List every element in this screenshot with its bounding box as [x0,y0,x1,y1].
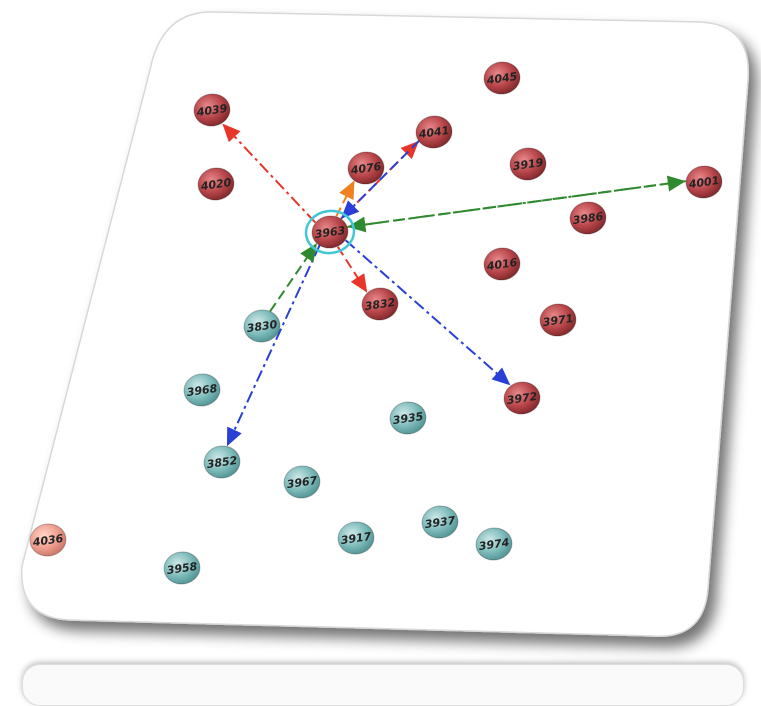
node-3963[interactable]: 3963 [303,208,356,256]
node-shape [311,215,349,249]
node-shape [569,201,607,235]
node-label: 4041 [417,124,450,141]
selection-ring [304,209,356,255]
node-4045[interactable]: 4045 [482,60,522,97]
node-shape [483,61,521,95]
network-graph-view: 4039 4045 4041 4020 4076 3919 4001 3986 3963 4016… [21,11,749,706]
node-shape [193,93,231,127]
node-label: 3968 [186,382,218,399]
node-shape [421,505,459,539]
edge-4041-to-3963[interactable] [340,140,420,219]
node-3919[interactable]: 3919 [508,146,548,183]
node-3974[interactable]: 3974 [474,526,514,563]
node-label: 3986 [572,210,604,227]
node-shape [509,147,547,181]
node-shape [197,167,235,201]
node-shape [503,381,541,415]
node-label: 3852 [206,454,238,471]
graph-canvas: 4039 4045 4041 4020 4076 3919 4001 3986 3963 4016… [21,11,749,637]
node-label: 3967 [286,474,318,491]
node-label: 3832 [364,296,396,313]
node-shape [685,165,723,199]
node-label: 3917 [340,530,372,547]
node-4039[interactable]: 4039 [192,92,232,129]
node-shape [203,445,241,479]
node-3935[interactable]: 3935 [388,400,428,437]
node-4020[interactable]: 4020 [196,166,236,203]
node-3986[interactable]: 3986 [568,200,608,237]
node-shape [415,115,453,149]
node-4041[interactable]: 4041 [414,114,454,151]
node-shape [183,373,221,407]
node-shape [283,465,321,499]
node-shape [163,551,201,585]
node-label: 3919 [512,156,544,173]
node-label: 4016 [485,256,518,273]
node-label: 3937 [424,514,456,531]
node-4016[interactable]: 4016 [482,246,522,283]
edge-3963-to-4076[interactable] [335,180,355,218]
nodes-layer: 4039 4045 4041 4020 4076 3919 4001 3986 3963 4016… [28,60,724,587]
node-shape [483,247,521,281]
node-label: 3935 [392,410,424,427]
graph-card-background [21,11,749,637]
node-3937[interactable]: 3937 [420,504,460,541]
edge-3963-to-3852[interactable] [226,244,321,447]
node-shape [539,303,577,337]
node-shape [389,401,427,435]
node-label: 3971 [542,312,574,329]
node-3917[interactable]: 3917 [336,520,376,557]
node-label: 3830 [246,318,278,335]
node-shape [361,287,399,321]
node-label: 4020 [199,176,232,193]
node-label: 4045 [485,70,518,87]
node-label: 4076 [349,160,382,177]
node-shape [475,527,513,561]
edges-layer [222,123,686,447]
node-label: 3958 [166,560,198,577]
node-label: 4036 [31,532,64,549]
node-4036[interactable]: 4036 [28,522,68,559]
node-label: 4001 [687,174,720,191]
edge-4001-to-3963[interactable] [347,180,686,233]
edge-3963-to-3972[interactable] [344,239,511,386]
node-4001[interactable]: 4001 [684,164,724,201]
node-label: 3963 [314,224,346,241]
node-label: 3972 [506,390,538,407]
node-3967[interactable]: 3967 [282,464,322,501]
node-3832[interactable]: 3832 [360,286,400,323]
node-shape [347,151,385,185]
edge-3963-to-3832[interactable] [336,246,368,293]
node-3852[interactable]: 3852 [202,444,242,481]
node-3958[interactable]: 3958 [162,550,202,587]
node-shape [29,523,67,557]
secondary-card-edge [22,664,744,706]
node-4076[interactable]: 4076 [346,150,386,187]
node-shape [243,309,281,343]
node-shape [337,521,375,555]
node-3968[interactable]: 3968 [182,372,222,409]
node-3830[interactable]: 3830 [242,308,282,345]
edge-3830-to-3963[interactable] [269,243,317,312]
node-3972[interactable]: 3972 [502,380,542,417]
node-3971[interactable]: 3971 [538,302,578,339]
node-label: 3974 [478,536,510,553]
node-label: 4039 [195,102,228,119]
